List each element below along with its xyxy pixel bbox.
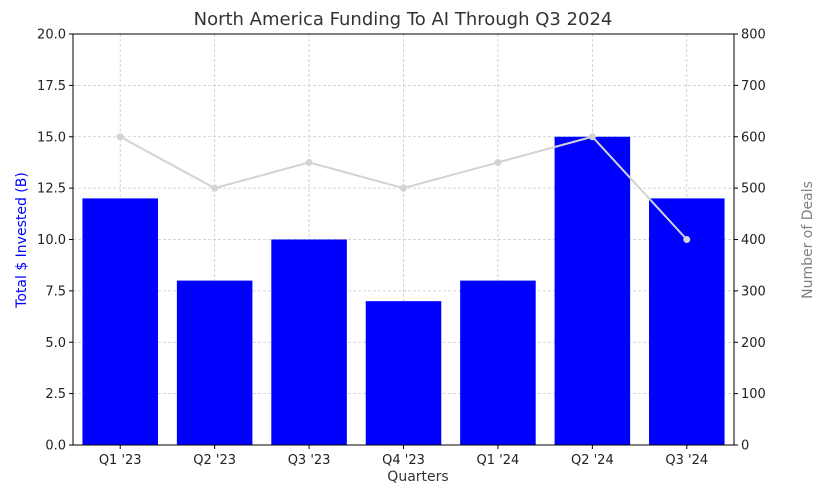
y-left-tick-label: 20.0: [37, 28, 66, 43]
y-right-tick-label: 500: [741, 182, 766, 197]
bar: [271, 239, 347, 445]
y-left-axis-label: Total $ Invested (B): [14, 172, 30, 309]
y-left-tick-label: 5.0: [45, 336, 66, 351]
x-tick-label: Q3 '23: [288, 453, 331, 468]
y-right-tick-label: 400: [741, 233, 766, 248]
y-left-tick-label: 0.0: [45, 439, 66, 454]
bar: [554, 136, 631, 445]
deals-point: [588, 133, 596, 141]
axes: 0.0 2.5 5.0 7.5 10.0 12.5 15.0 17.5 20.0 0 100 200 3…: [37, 28, 766, 469]
bar: [82, 198, 158, 445]
deals-point: [400, 184, 407, 192]
bar: [649, 198, 725, 445]
y-left-tick-label: 15.0: [37, 130, 66, 145]
deals-point: [211, 184, 219, 192]
bar-series: [82, 136, 725, 445]
y-right-tick-label: 600: [741, 130, 766, 145]
x-tick-label: Q4 '23: [382, 453, 425, 468]
x-axis-label: Quarters: [387, 469, 448, 484]
y-right-tick-label: 0: [741, 439, 749, 454]
deals-point: [683, 236, 691, 243]
y-left-tick-label: 2.5: [45, 387, 66, 402]
x-tick-label: Q3 '24: [665, 453, 708, 468]
deals-point: [305, 158, 313, 166]
bar: [460, 280, 536, 445]
bar: [365, 301, 442, 445]
y-left-tick-label: 17.5: [37, 79, 66, 94]
x-tick-label: Q2 '24: [571, 453, 614, 468]
x-tick-label: Q2 '23: [193, 453, 236, 468]
x-tick-label: Q1 '23: [99, 453, 142, 468]
y-right-tick-label: 100: [741, 387, 766, 402]
y-left-tick-label: 12.5: [37, 182, 66, 197]
y-left-tick-label: 7.5: [45, 284, 66, 299]
bar: [176, 280, 253, 445]
deals-point: [494, 158, 502, 166]
deals-point: [116, 133, 124, 141]
y-left-tick-label: 10.0: [37, 233, 66, 248]
chart-title: North America Funding To AI Through Q3 2…: [194, 9, 613, 30]
y-right-tick-label: 300: [741, 284, 766, 299]
line-series: [116, 133, 691, 243]
y-right-tick-label: 800: [741, 28, 766, 43]
y-right-axis-label: Number of Deals: [800, 181, 816, 299]
y-right-tick-label: 200: [741, 336, 766, 351]
x-tick-label: Q1 '24: [477, 453, 520, 468]
y-right-tick-label: 700: [741, 79, 766, 94]
